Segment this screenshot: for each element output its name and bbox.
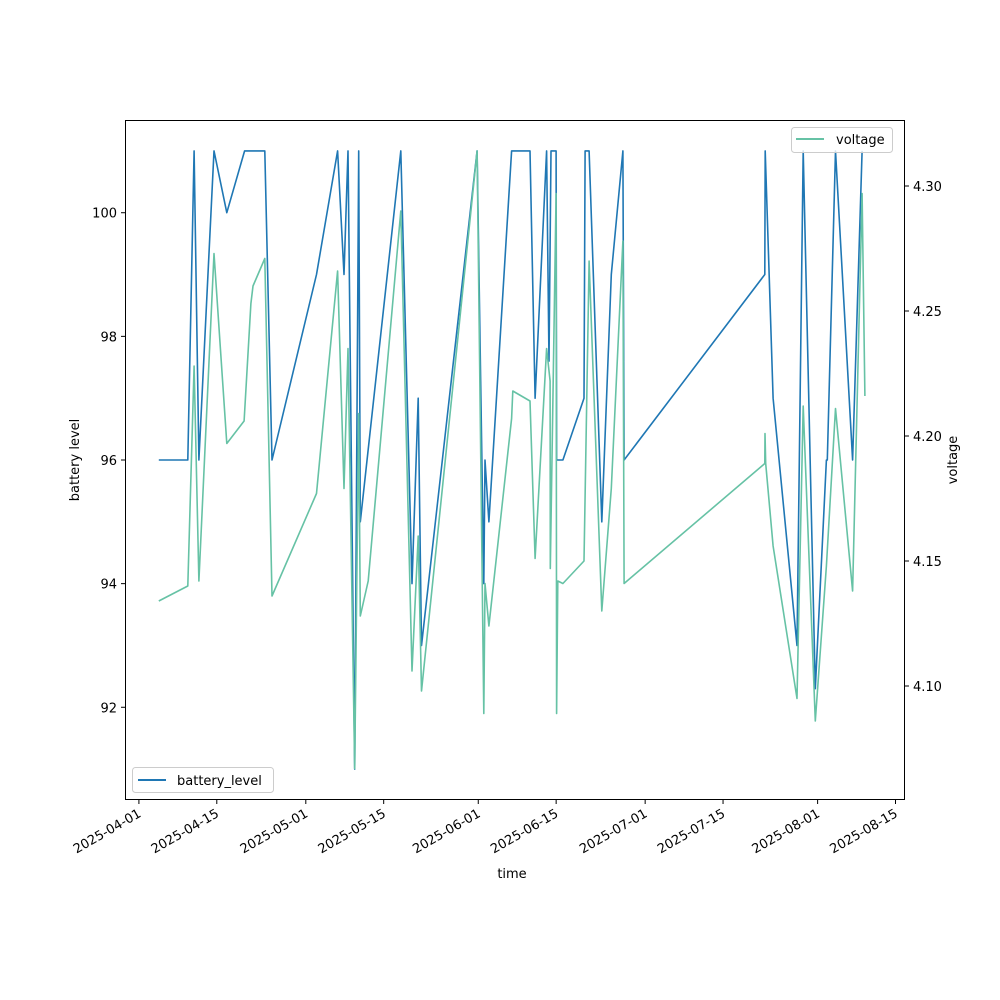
y-axis-right: 4.10 4.15 4.20 4.25 4.30 — [905, 180, 942, 695]
y-left-tick-label: 92 — [100, 701, 117, 716]
y-right-tick-label: 4.20 — [913, 430, 942, 445]
y-axis-right-label: voltage — [946, 436, 961, 485]
y-right-tick-label: 4.10 — [913, 680, 942, 695]
series-layer — [158, 150, 866, 770]
series-line-voltage — [158, 150, 866, 770]
y-left-tick-label: 98 — [100, 330, 117, 345]
series-line-battery-level — [158, 150, 863, 770]
y-right-tick-label: 4.15 — [913, 555, 942, 570]
y-left-tick-label: 100 — [92, 207, 117, 222]
legend-battery-level: battery_level — [132, 767, 274, 793]
y-right-tick-label: 4.25 — [913, 305, 942, 320]
y-axis-left-label: battery level — [68, 419, 83, 502]
y-right-tick-label: 4.30 — [913, 180, 942, 195]
y-left-tick-label: 94 — [100, 578, 117, 593]
legend-label-voltage: voltage — [836, 133, 885, 148]
x-axis-label: time — [497, 867, 526, 882]
plot-frame — [125, 120, 905, 800]
legend-voltage: voltage — [791, 127, 893, 153]
y-axis-left: 92 94 96 98 100 — [92, 207, 125, 716]
y-left-tick-label: 96 — [100, 454, 117, 469]
legend-label-battery-level: battery_level — [177, 774, 262, 789]
